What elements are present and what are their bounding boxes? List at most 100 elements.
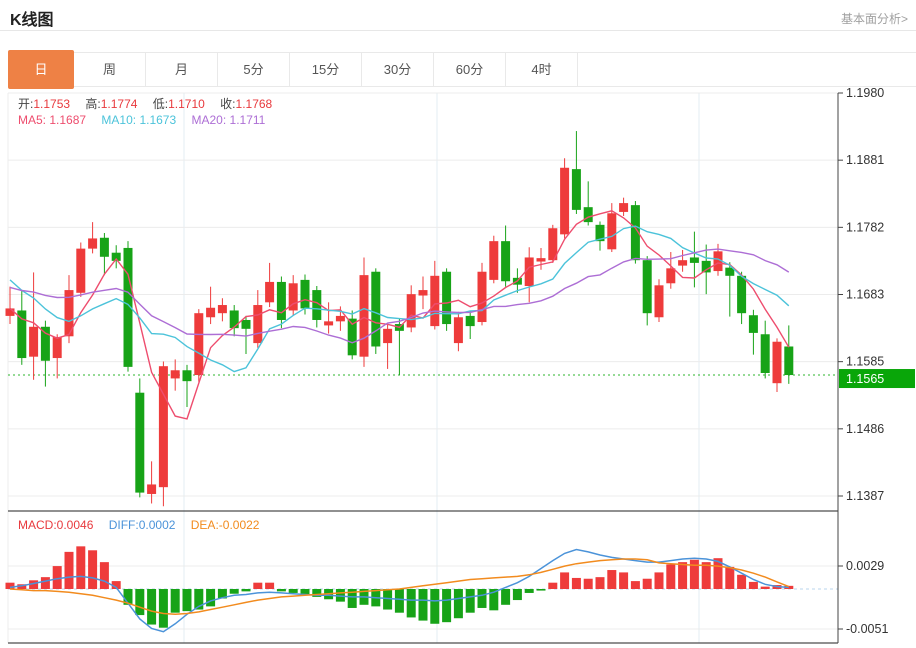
candle [560, 167, 570, 235]
macd-bar [666, 564, 676, 589]
macd-bar [678, 562, 688, 589]
ma10-line [9, 225, 790, 373]
price-axis-label: 1.1980 [846, 86, 884, 100]
macd-bar [560, 572, 570, 589]
candle [501, 241, 511, 282]
candle [383, 328, 393, 344]
candle [477, 271, 487, 323]
macd-bar [595, 577, 605, 589]
macd-bar [524, 589, 534, 593]
macd-bar [88, 550, 98, 589]
tab-week[interactable]: 周 [74, 53, 146, 86]
macd-bar [29, 580, 39, 589]
price-axis-label: 1.1881 [846, 153, 884, 167]
candle [642, 260, 652, 314]
candle [725, 267, 735, 276]
tab-month[interactable]: 月 [146, 53, 218, 86]
macd-bar [217, 589, 227, 599]
candle [5, 308, 15, 316]
macd-bar [229, 589, 239, 594]
candle [335, 315, 345, 322]
candle [206, 307, 216, 318]
candle [465, 315, 475, 327]
kline-chart-canvas[interactable]: 1.1980 1.1881 1.1782 1.1683 1.1585 1.1486 1.13… [0, 86, 916, 648]
title-divider [0, 30, 916, 31]
macd-bar [548, 582, 558, 589]
macd-bar [501, 589, 511, 605]
candle [300, 279, 310, 309]
candle [418, 290, 428, 296]
tab-day[interactable]: 日 [8, 50, 74, 89]
tab-30min[interactable]: 30分 [362, 53, 434, 86]
macd-bar [52, 566, 62, 589]
candle [64, 290, 74, 337]
candle [737, 275, 747, 314]
candle [678, 260, 688, 266]
low-value: 1.1710 [168, 97, 205, 111]
price-axis-label: 1.1782 [846, 220, 884, 234]
candle [548, 228, 558, 261]
candle [489, 241, 499, 280]
candle [111, 252, 121, 261]
ma10-label: MA10: [101, 113, 137, 127]
ma5-label: MA5: [18, 113, 47, 127]
ma20-line [9, 248, 790, 344]
macd-bar [64, 551, 74, 589]
diff-line [9, 548, 789, 633]
macd-bar [170, 589, 180, 613]
low-label: 低: [152, 97, 169, 111]
candle [147, 484, 157, 494]
macd-bar [689, 559, 699, 589]
candle [748, 315, 758, 333]
macd-bar [760, 586, 770, 589]
last-price-badge [839, 369, 915, 389]
candle [536, 258, 546, 262]
macd-axis-label: 0.0029 [846, 559, 884, 573]
candle [194, 313, 204, 376]
macd-label: MACD: [18, 518, 57, 532]
tab-5min[interactable]: 5分 [218, 53, 290, 86]
diff-value: 0.0002 [138, 518, 176, 532]
candle [406, 294, 416, 328]
candle [52, 336, 62, 359]
high-label: 高: [85, 97, 101, 111]
candle [217, 305, 227, 314]
candle [654, 285, 664, 318]
candle [371, 271, 381, 347]
page-title: K线图 [10, 12, 54, 29]
candle [135, 392, 145, 493]
candle [29, 326, 39, 357]
candle [607, 213, 617, 250]
macd-bar [40, 577, 50, 589]
candle [312, 290, 322, 320]
macd-bar [123, 589, 133, 605]
tab-15min[interactable]: 15分 [290, 53, 362, 86]
macd-bar [335, 589, 345, 602]
macd-bar [111, 581, 121, 589]
macd-bar [406, 589, 416, 618]
fundamental-analysis-link[interactable]: 基本面分析> [840, 12, 908, 26]
candle [276, 281, 286, 320]
candle [99, 237, 109, 257]
candle [158, 366, 168, 488]
macd-bar [300, 589, 310, 596]
close-value: 1.1768 [235, 97, 273, 111]
macd-bar [489, 589, 499, 611]
ohlc-row: 开:1.1753 高:1.1774 低:1.1710 收:1.1768 [18, 95, 284, 112]
macd-bar [99, 562, 109, 589]
macd-bar [453, 589, 463, 619]
macd-bar [76, 546, 86, 589]
tab-60min[interactable]: 60分 [434, 53, 506, 86]
candle [442, 271, 452, 325]
candle [666, 268, 676, 284]
macd-bar [619, 572, 629, 589]
candle [241, 319, 251, 329]
macd-bar [147, 589, 157, 625]
tab-4hour[interactable]: 4时 [506, 53, 578, 86]
candle [359, 275, 369, 357]
macd-bar [477, 589, 487, 608]
ma20-label: MA20: [191, 113, 227, 127]
macd-bar [630, 581, 640, 589]
candle [347, 318, 357, 356]
diff-label: DIFF: [108, 518, 139, 532]
